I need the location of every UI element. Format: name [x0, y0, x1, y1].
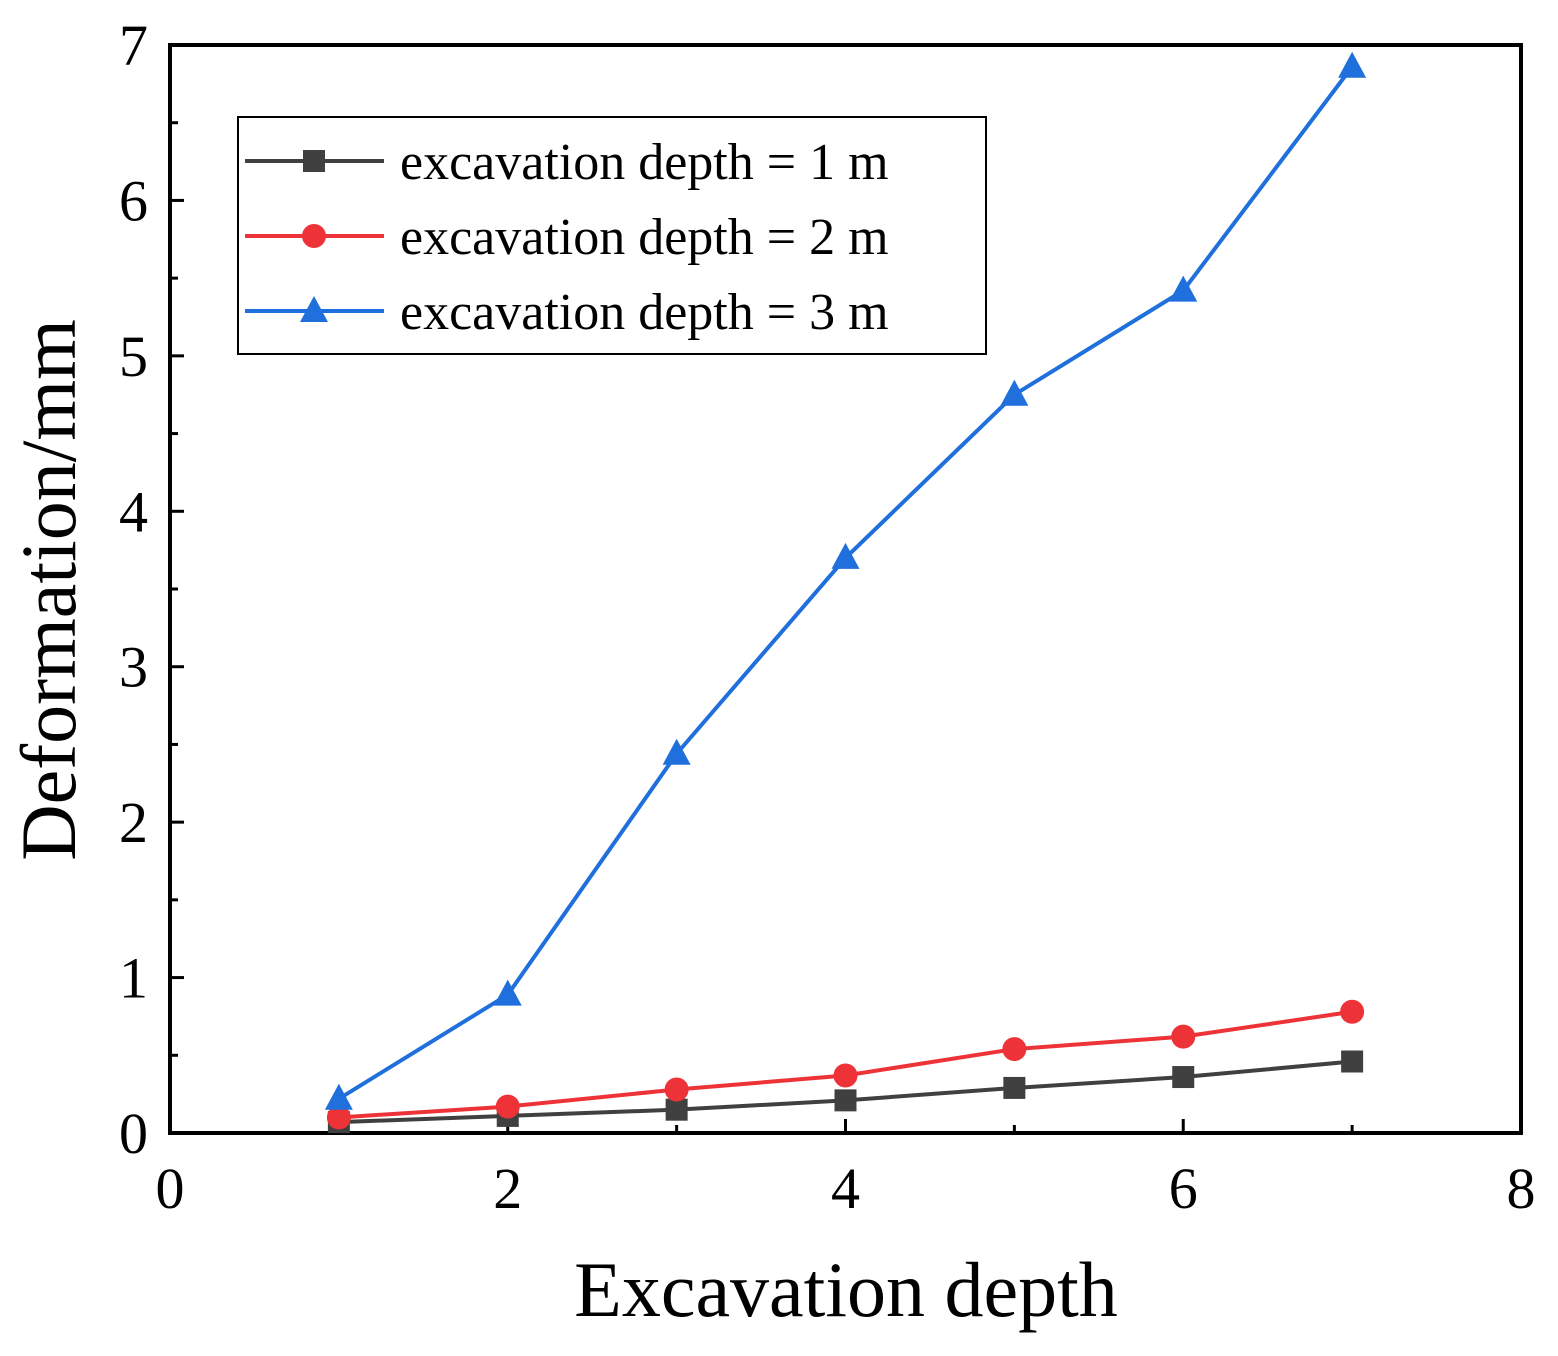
data-point	[326, 1105, 351, 1130]
data-point	[1172, 1066, 1195, 1089]
data-point	[1340, 999, 1365, 1024]
data-point	[1338, 51, 1367, 78]
series-layer	[324, 51, 1367, 1134]
legend-marker	[302, 224, 326, 248]
data-point	[1000, 379, 1029, 406]
y-tick-label: 5	[119, 324, 148, 389]
data-point	[1002, 1037, 1027, 1062]
data-point	[1169, 275, 1198, 302]
legend-item-2: excavation depth = 2 m	[245, 209, 889, 266]
legend-item-3: excavation depth = 3 m	[245, 284, 889, 341]
series-3	[324, 51, 1367, 1110]
data-point	[664, 1077, 689, 1102]
series-2	[326, 999, 1365, 1130]
x-axis-title: Excavation depth	[574, 1246, 1118, 1333]
data-point	[495, 1094, 520, 1119]
data-point	[1171, 1024, 1196, 1049]
y-tick-label: 0	[119, 1101, 148, 1166]
y-tick-label: 1	[119, 946, 148, 1011]
legend-item-1: excavation depth = 1 m	[245, 134, 889, 191]
legend-label: excavation depth = 1 m	[400, 134, 889, 191]
data-point	[662, 738, 691, 765]
y-tick-label: 3	[119, 635, 148, 700]
x-axis: 0 2 4 6 8	[156, 1119, 1536, 1221]
x-tick-label: 6	[1169, 1156, 1198, 1221]
legend-label: excavation depth = 3 m	[400, 284, 889, 341]
data-point	[1003, 1076, 1026, 1099]
legend-marker	[300, 296, 328, 322]
data-point	[834, 1089, 857, 1112]
data-point	[831, 542, 860, 569]
x-tick-label: 4	[831, 1156, 860, 1221]
y-tick-label: 7	[119, 13, 148, 78]
y-axis-title: Deformation/mm	[5, 319, 92, 861]
x-tick-label: 2	[493, 1156, 522, 1221]
y-tick-label: 4	[119, 479, 148, 544]
x-tick-label: 0	[156, 1156, 185, 1221]
y-tick-label: 2	[119, 790, 148, 855]
legend-label: excavation depth = 2 m	[400, 209, 889, 266]
data-point	[1341, 1050, 1364, 1073]
data-point	[833, 1063, 858, 1088]
y-axis: 0 1 2 3 4 5 6 7	[119, 13, 184, 1166]
legend-marker	[303, 150, 325, 172]
data-point	[665, 1098, 688, 1121]
y-tick-label: 6	[119, 168, 148, 233]
data-point	[493, 979, 522, 1006]
data-point	[324, 1083, 353, 1110]
x-tick-label: 8	[1507, 1156, 1536, 1221]
legend: excavation depth = 1 m excavation depth =…	[237, 116, 987, 355]
